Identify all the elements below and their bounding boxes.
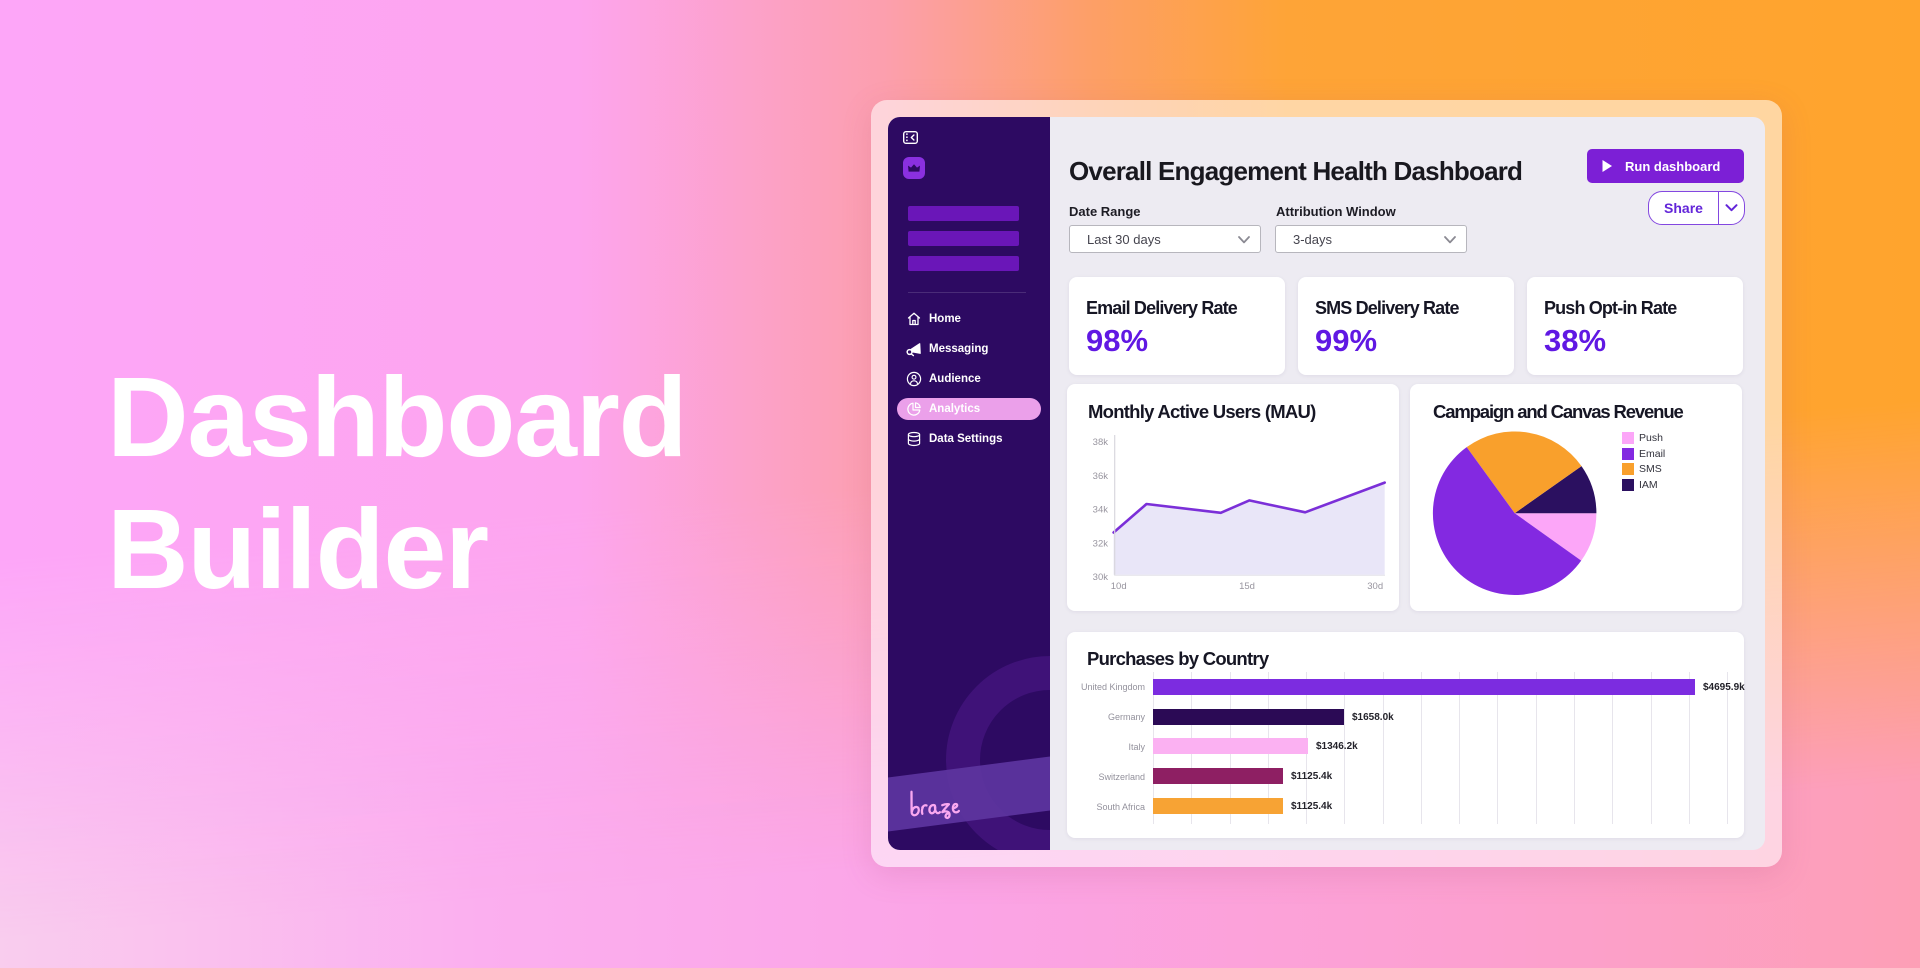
svg-text:30k: 30k: [1093, 572, 1109, 583]
svg-text:10d: 10d: [1111, 581, 1127, 592]
svg-text:34k: 34k: [1093, 505, 1109, 516]
svg-text:15d: 15d: [1239, 581, 1255, 592]
svg-text:30d: 30d: [1367, 581, 1383, 592]
svg-text:36k: 36k: [1093, 471, 1109, 482]
svg-text:32k: 32k: [1093, 539, 1109, 550]
svg-text:38k: 38k: [1093, 437, 1109, 448]
